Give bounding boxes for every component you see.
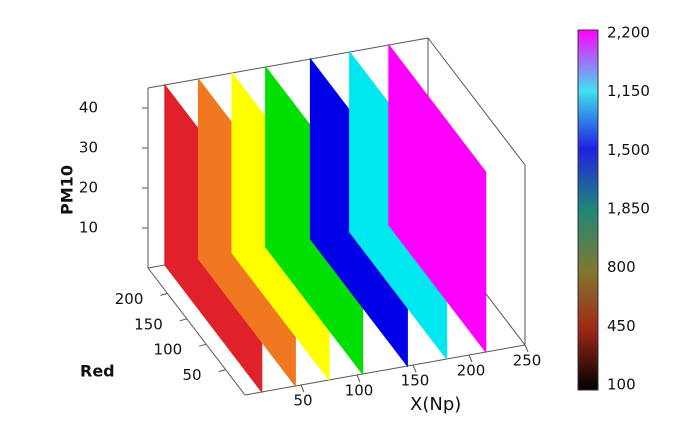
x-tick bbox=[468, 354, 473, 363]
y-axis-title: Red bbox=[80, 362, 115, 381]
y-tick bbox=[179, 318, 187, 322]
z-tick-label: 10 bbox=[79, 219, 98, 237]
z-axis-title: PM10 bbox=[58, 165, 77, 215]
z-tick-label: 20 bbox=[79, 179, 98, 197]
colorbar-label: 100 bbox=[607, 376, 636, 394]
x-tick bbox=[300, 384, 305, 393]
y-tick bbox=[160, 292, 168, 296]
colorbar-label: 2,200 bbox=[607, 24, 650, 42]
x-tick bbox=[356, 374, 361, 383]
box-edge bbox=[147, 37, 429, 89]
box-edge bbox=[244, 344, 526, 396]
x-tick-label: 100 bbox=[345, 382, 374, 400]
y-tick bbox=[199, 343, 207, 347]
colorbar-label: 1,150 bbox=[607, 82, 650, 100]
colorbar-label: 1,500 bbox=[607, 141, 650, 159]
y-tick-label: 200 bbox=[115, 290, 144, 308]
y-tick bbox=[218, 369, 226, 373]
colorbar-label: 450 bbox=[607, 317, 636, 335]
colorbar bbox=[577, 29, 599, 391]
y-tick-label: 150 bbox=[134, 315, 163, 333]
x-tick-label: 150 bbox=[401, 372, 430, 390]
box-edge bbox=[147, 267, 246, 396]
colorbar-label: 1,850 bbox=[607, 200, 650, 218]
y-tick-label: 100 bbox=[154, 341, 183, 359]
x-axis-title: X(Np) bbox=[410, 394, 461, 415]
x-tick bbox=[524, 344, 529, 353]
x-tick-label: 200 bbox=[457, 362, 486, 380]
x-tick-label: 50 bbox=[293, 392, 312, 410]
y-tick-label: 50 bbox=[183, 366, 202, 384]
box-edge bbox=[427, 37, 526, 166]
plane bbox=[388, 43, 487, 354]
z-tick-label: 30 bbox=[79, 139, 98, 157]
x-tick bbox=[412, 364, 417, 373]
colorbar-label: 800 bbox=[607, 258, 636, 276]
x-tick-label: 250 bbox=[513, 352, 542, 370]
z-tick-label: 40 bbox=[79, 99, 98, 117]
